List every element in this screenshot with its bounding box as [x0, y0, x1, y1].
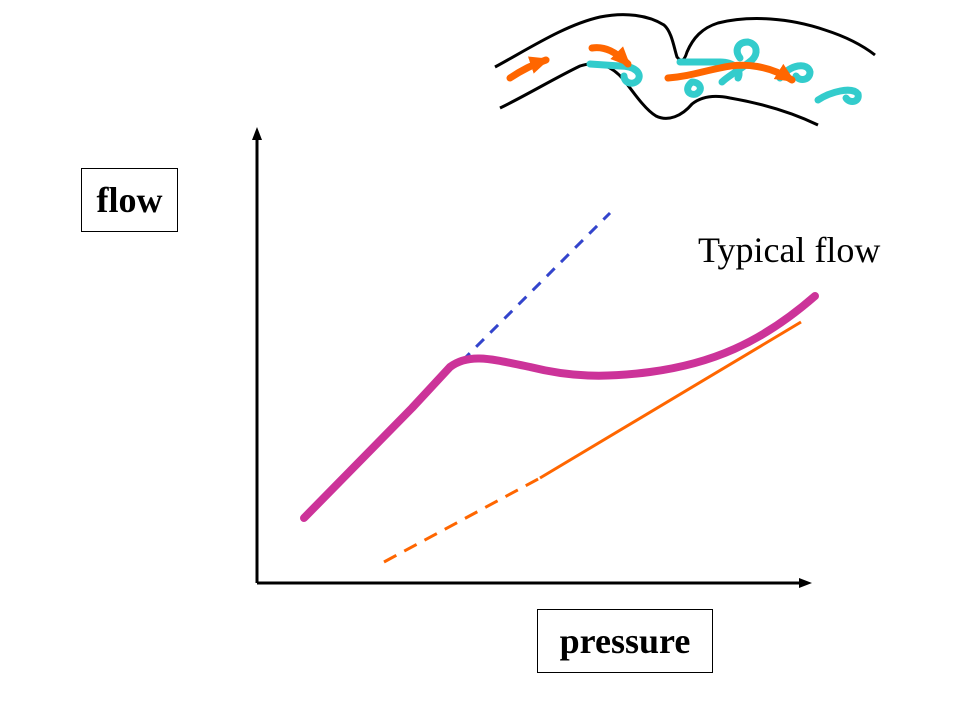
curve-label: Typical flow	[698, 230, 881, 270]
stenotic-vessel-illustration	[494, 13, 876, 127]
turbulent-asymptote-solid	[539, 320, 802, 480]
arrow-icon	[664, 61, 796, 84]
vortex-icon	[814, 86, 862, 105]
laminar-asymptote-line	[460, 211, 612, 363]
vortex-icon	[684, 78, 704, 98]
flow-arrows	[506, 44, 796, 84]
y-axis-label: flow	[81, 168, 178, 232]
typical-flow-curve	[300, 292, 819, 522]
turbulent-eddy-swirls	[586, 38, 862, 105]
x-axis-label: pressure	[537, 609, 713, 673]
vessel-lower-wall	[499, 62, 819, 127]
arrow-icon	[588, 44, 632, 68]
vortex-icon	[718, 38, 760, 86]
arrow-icon	[506, 56, 550, 82]
turbulent-asymptote-dashed	[383, 476, 541, 564]
vortex-icon	[586, 60, 643, 87]
